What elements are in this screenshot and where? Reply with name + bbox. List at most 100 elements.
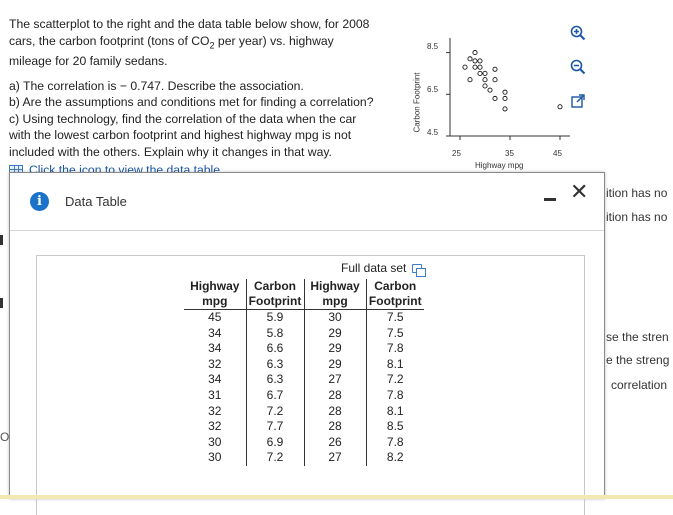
data-point: [487, 87, 493, 93]
table-row: 30 7.2 27 8.2: [184, 450, 424, 466]
table-cell: 8.1: [365, 356, 424, 373]
table-row: 32 6.3 29 8.1: [184, 356, 424, 373]
data-point: [477, 64, 483, 70]
dialog-title: Data Table: [65, 194, 127, 209]
column-header: Footprint: [245, 294, 304, 310]
dialog-body: Full data set Highway Carbon Highway Car…: [10, 231, 606, 515]
plot-tools: [567, 22, 591, 124]
y-tick-label: 6.5: [427, 85, 439, 94]
data-point: [472, 64, 478, 70]
y-tick-label: 4.5: [427, 128, 439, 137]
data-point: [502, 89, 508, 95]
info-icon: i: [30, 192, 49, 211]
column-header: Highway: [190, 279, 240, 293]
expand-icon[interactable]: [567, 90, 589, 112]
background-marker: [0, 298, 3, 308]
table-cell: 34: [208, 325, 222, 340]
table-row: 34 5.8 29 7.5: [184, 325, 424, 342]
table-cell: 30: [208, 450, 222, 465]
x-tick-label: 35: [505, 149, 514, 158]
background-text: ition has no: [606, 186, 668, 200]
table-cell: 32: [208, 356, 222, 371]
scatterplot: Carbon Footprint Highway mpg 8.5 6.5 4.5…: [405, 30, 575, 172]
data-point: [502, 95, 508, 102]
table-cell: 8.1: [365, 403, 424, 420]
column-header: Footprint: [365, 294, 424, 310]
table-row: 32 7.7 28 8.5: [184, 419, 424, 435]
table-cell: 6.3: [245, 372, 304, 388]
page-bottom-strip: [0, 495, 673, 499]
data-point: [482, 70, 488, 76]
question-intro-line: mileage for 20 family sedans.: [9, 54, 168, 69]
data-point: [477, 58, 483, 64]
table-cell: 29: [303, 356, 366, 373]
x-axis-label: Highway mpg: [475, 161, 524, 170]
table-row: 45 5.9 30 7.5: [184, 309, 424, 326]
table-cell: 6.9: [245, 434, 304, 451]
close-icon[interactable]: ✕: [570, 179, 589, 204]
data-point: [492, 95, 498, 102]
table-cell: 28: [303, 387, 366, 404]
table-cell: 30: [303, 309, 366, 326]
minimize-icon[interactable]: [544, 189, 556, 201]
background-text: ition has no: [606, 210, 668, 224]
data-table: Highway Carbon Highway Carbon mpg Footpr…: [184, 279, 424, 466]
column-header: mpg: [184, 294, 246, 310]
table-cell: 29: [303, 341, 366, 357]
table-row: 34 6.3 27 7.2: [184, 372, 424, 388]
table-cell: 34: [208, 341, 222, 356]
column-header: Highway: [303, 279, 366, 294]
table-cell: 5.9: [245, 309, 304, 326]
column-header: mpg: [303, 294, 366, 310]
table-row: 30 6.9 26 7.8: [184, 434, 424, 451]
x-tick-label: 45: [553, 149, 562, 158]
question-part-c: c) Using technology, find the correlatio…: [9, 111, 357, 126]
table-row: 34 6.6 29 7.8: [184, 341, 424, 357]
table-row: 32 7.2 28 8.1: [184, 403, 424, 420]
y-tick-label: 8.5: [427, 42, 439, 51]
table-cell: 7.5: [365, 325, 424, 342]
table-cell: 7.2: [245, 450, 304, 466]
table-cell: 7.8: [365, 387, 424, 404]
data-point: [472, 58, 478, 64]
x-tick-label: 25: [452, 149, 461, 158]
table-cell: 30: [208, 434, 222, 449]
data-point: [467, 56, 473, 62]
full-data-set-link[interactable]: Full data set: [341, 261, 427, 277]
table-cell: 6.3: [245, 356, 304, 373]
table-cell: 7.8: [365, 434, 424, 451]
scatterplot-svg: [446, 38, 570, 140]
table-cell: 31: [208, 387, 222, 402]
data-table-dialog: i Data Table ✕ Full data set Highway Car…: [9, 172, 606, 515]
question-intro-line: cars, the carbon footprint (tons of CO2 …: [9, 33, 334, 50]
table-cell: 8.2: [365, 450, 424, 466]
question-text: The scatterplot to the right and the dat…: [9, 16, 404, 179]
table-cell: 6.6: [245, 341, 304, 357]
question-intro-line: The scatterplot to the right and the dat…: [9, 17, 370, 31]
table-cell: 7.2: [365, 372, 424, 388]
data-point: [492, 77, 498, 83]
data-point: [472, 50, 478, 56]
table-cell: 45: [208, 310, 222, 324]
table-cell: 28: [303, 403, 366, 420]
table-cell: 7.2: [245, 403, 304, 420]
table-row: 31 6.7 28 7.8: [184, 387, 424, 404]
table-panel: Full data set Highway Carbon Highway Car…: [36, 255, 585, 515]
zoom-in-icon[interactable]: [567, 22, 589, 44]
table-cell: 5.8: [245, 325, 304, 342]
copy-icon[interactable]: [412, 263, 427, 277]
column-header: Carbon: [245, 279, 304, 294]
question-part-c: included with the others. Explain why it…: [9, 144, 332, 159]
data-point: [492, 66, 498, 72]
table-cell: 7.8: [365, 341, 424, 357]
table-cell: 7.7: [245, 419, 304, 435]
background-text: e the streng: [606, 353, 670, 367]
zoom-out-icon[interactable]: [567, 56, 589, 78]
table-cell: 7.5: [365, 309, 424, 326]
data-point: [557, 104, 563, 110]
background-marker: [0, 235, 3, 245]
table-cell: 6.7: [245, 387, 304, 404]
background-text: se the stren: [606, 330, 669, 344]
data-point: [482, 77, 488, 83]
data-point: [502, 106, 508, 112]
